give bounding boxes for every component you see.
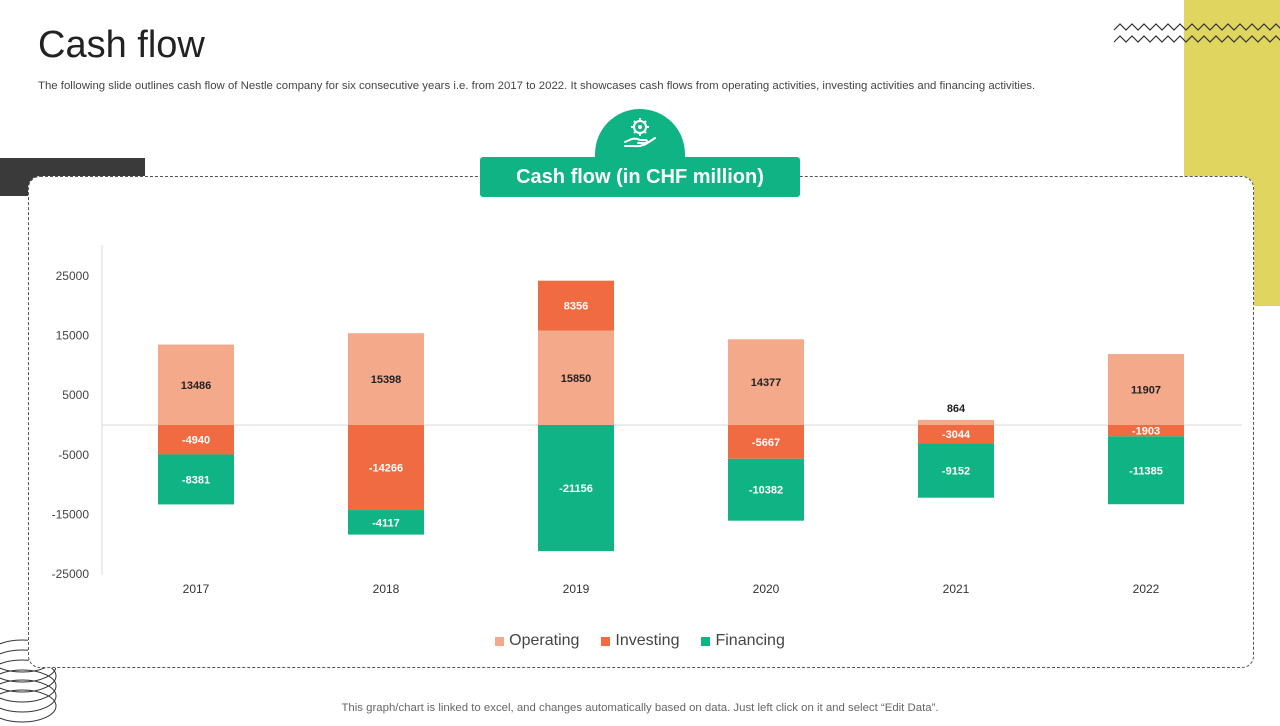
y-tick-label: -25000	[52, 567, 90, 581]
zigzag-decoration	[1113, 23, 1280, 43]
y-tick-label: -15000	[52, 507, 90, 521]
bar-operating	[538, 330, 614, 425]
data-label: -8381	[182, 474, 210, 486]
bar-investing	[538, 280, 614, 331]
data-label: -11385	[1129, 465, 1163, 477]
legend-label-financing: Financing	[715, 632, 785, 649]
chart-legend: Operating Investing Financing	[0, 632, 1280, 650]
gear-hand-icon	[624, 118, 656, 148]
data-label: 15850	[561, 373, 592, 385]
y-tick-label: 25000	[56, 269, 90, 283]
bar-financing	[348, 510, 424, 535]
data-label: 11907	[1131, 385, 1161, 397]
data-label: 864	[947, 403, 966, 415]
x-tick-label: 2020	[753, 582, 780, 596]
chart-title: Cash flow (in CHF million)	[480, 157, 800, 197]
legend-label-operating: Operating	[509, 632, 580, 649]
y-tick-label: 15000	[56, 329, 90, 343]
data-label: -4940	[182, 435, 210, 447]
data-label: 13486	[181, 380, 212, 392]
bar-operating	[918, 419, 994, 425]
footnote: This graph/chart is linked to excel, and…	[341, 702, 939, 714]
data-label: 15398	[371, 374, 402, 386]
bar-financing	[1108, 436, 1184, 505]
bar-investing	[1108, 425, 1184, 437]
x-tick-label: 2022	[1133, 582, 1160, 596]
legend-swatch-operating	[495, 636, 505, 646]
data-label: 14377	[751, 377, 782, 389]
legend-label-investing: Investing	[615, 632, 680, 649]
bar-financing	[158, 454, 234, 505]
data-label: -9152	[942, 465, 970, 477]
legend-item-financing: Financing	[701, 632, 785, 650]
bar-financing	[728, 458, 804, 521]
bar-investing	[918, 425, 994, 444]
bar-investing	[348, 425, 424, 511]
data-label: -5667	[752, 437, 780, 449]
x-tick-label: 2019	[563, 582, 590, 596]
data-label: -21156	[559, 483, 593, 495]
x-tick-label: 2018	[373, 582, 400, 596]
bar-operating	[158, 344, 234, 425]
legend-item-operating: Operating	[495, 632, 579, 650]
data-label: -10382	[749, 485, 783, 497]
legend-swatch-investing	[601, 636, 611, 646]
bar-financing	[918, 443, 994, 498]
page-title: Cash flow	[38, 24, 205, 66]
data-label: 8356	[564, 301, 588, 313]
x-tick-label: 2021	[943, 582, 970, 596]
bar-financing	[538, 425, 614, 552]
legend-item-investing: Investing	[601, 632, 679, 650]
data-label: -14266	[369, 463, 403, 475]
chart-panel	[28, 176, 1254, 668]
data-label: -4117	[372, 517, 400, 529]
y-tick-label: 5000	[62, 388, 89, 402]
data-label: -1903	[1132, 426, 1160, 438]
x-tick-label: 2017	[183, 582, 210, 596]
bar-operating	[728, 339, 804, 425]
bar-investing	[728, 425, 804, 459]
legend-swatch-financing	[701, 636, 711, 646]
bar-operating	[1108, 354, 1184, 425]
bar-investing	[158, 425, 234, 455]
bar-operating	[348, 333, 424, 425]
y-tick-label: -5000	[58, 448, 89, 462]
data-label: -3044	[942, 429, 971, 441]
page-subtitle: The following slide outlines cash flow o…	[38, 80, 1036, 92]
